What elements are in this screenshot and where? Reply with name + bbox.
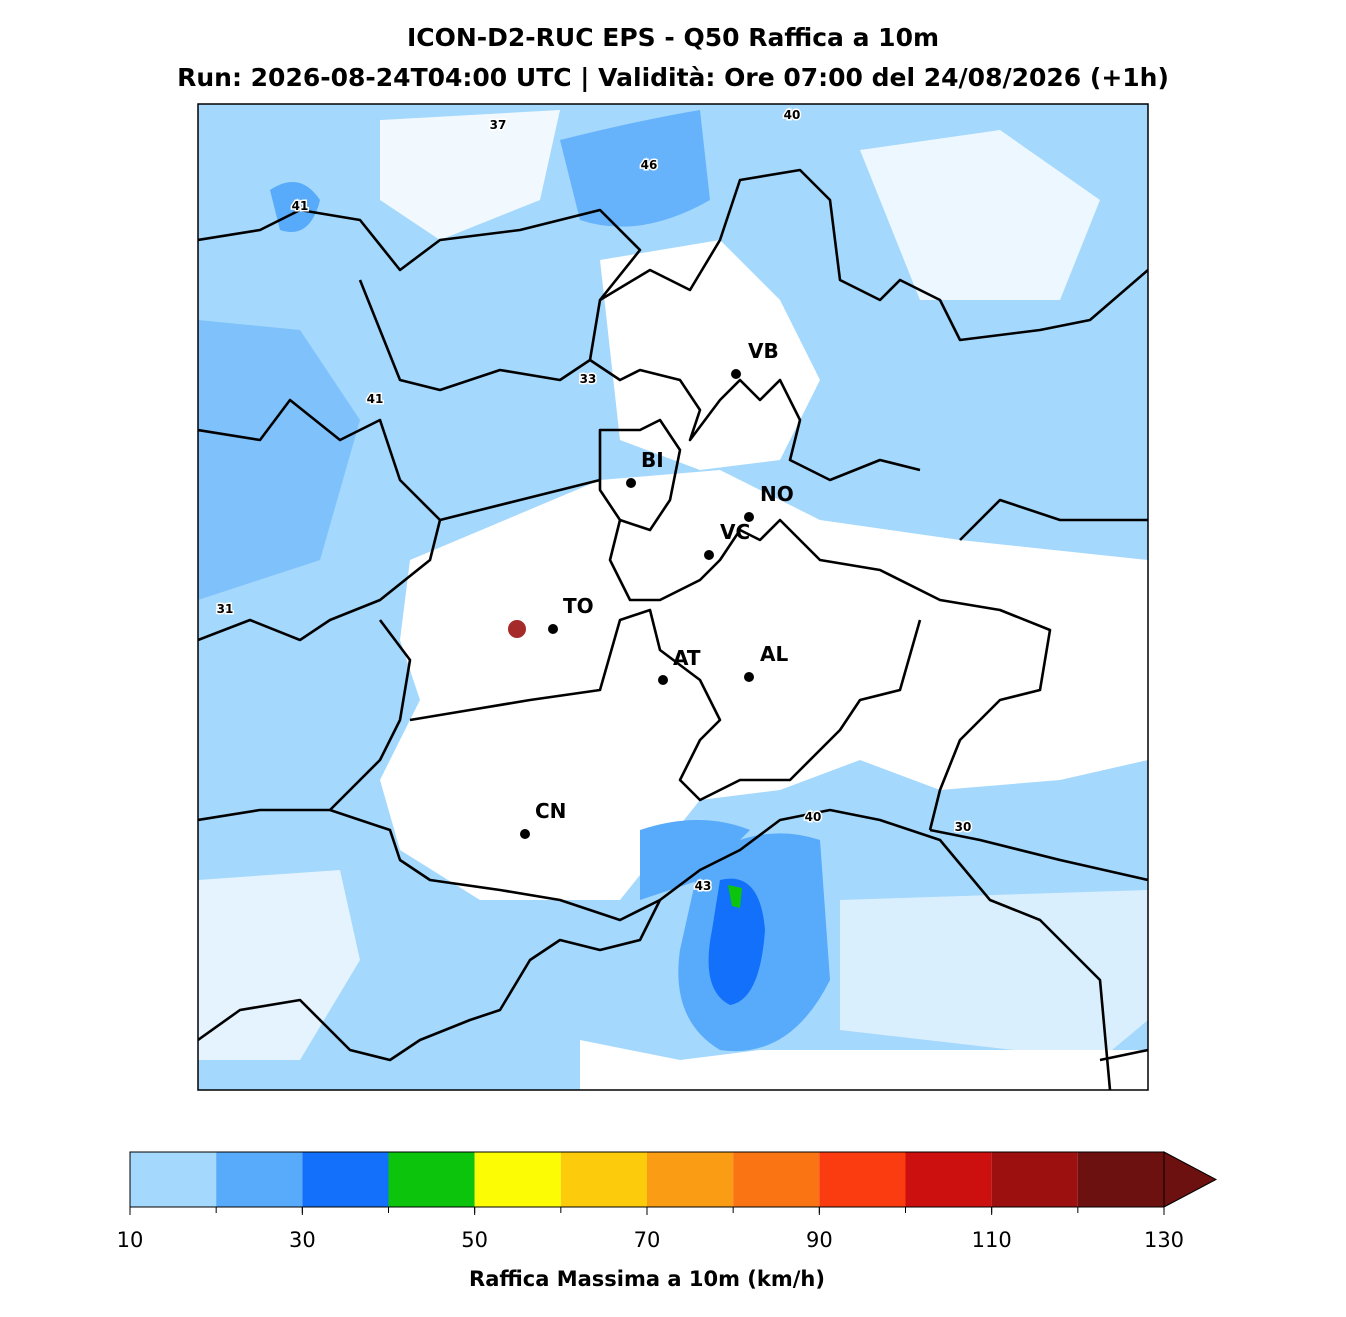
city-dot: [731, 369, 741, 379]
location-marker: [508, 620, 526, 638]
contour-label: 30: [955, 820, 972, 834]
city-label: NO: [760, 482, 794, 506]
colorbar-tick-label: 70: [634, 1228, 661, 1252]
calm-area: [600, 240, 820, 470]
border: [599, 168, 1148, 342]
border: [598, 418, 682, 532]
colorbar-tick-label: 110: [972, 1228, 1012, 1252]
colorbar-tick-label: 130: [1144, 1228, 1184, 1252]
strong-wind-area: [560, 110, 710, 227]
colorbar-bin: [560, 1152, 647, 1207]
border: [409, 608, 922, 802]
colorbar-tick-label: 30: [289, 1228, 316, 1252]
city-dot: [548, 624, 558, 634]
colorbar-bin: [474, 1152, 561, 1207]
city-label: VC: [720, 520, 750, 544]
subtitle: Run: 2026-08-24T04:00 UTC | Validità: Or…: [177, 63, 1169, 92]
contour-label: 40: [805, 810, 822, 824]
city-dot: [658, 675, 668, 685]
border: [959, 498, 1148, 1062]
border: [439, 478, 1052, 831]
city-label: AT: [673, 646, 701, 670]
colorbar-bin: [647, 1152, 734, 1207]
city-label: BI: [641, 448, 664, 472]
colorbar-extend: [1163, 1151, 1218, 1208]
contour-label: 41: [367, 392, 384, 406]
colorbar-label: Raffica Massima a 10m (km/h): [469, 1267, 825, 1291]
colorbar-bin: [991, 1152, 1078, 1207]
city-label: CN: [535, 799, 566, 823]
city-label: TO: [563, 594, 594, 618]
city-dot: [704, 550, 714, 560]
calm-area: [840, 890, 1148, 1060]
gust-peak: [728, 885, 742, 908]
colorbar-bin: [216, 1152, 303, 1207]
city-dot: [520, 829, 530, 839]
strong-wind-area: [640, 820, 750, 900]
colorbar: 10 30 50 70 90 110 130: [117, 1151, 1218, 1252]
map-frame: [197, 103, 1149, 1091]
city-dot: [626, 478, 636, 488]
strong-wind-area: [708, 878, 765, 1005]
contour-label: 41: [292, 199, 309, 213]
city-dot: [744, 672, 754, 682]
colorbar-bin: [905, 1152, 992, 1207]
colorbar-bin: [819, 1152, 906, 1207]
colorbar-bin: [130, 1152, 217, 1207]
contour-label: 31: [217, 602, 234, 616]
contour-label: 46: [641, 158, 658, 172]
city-label: VB: [748, 339, 779, 363]
calm-area: [380, 470, 1148, 900]
colorbar-bin: [1077, 1152, 1164, 1207]
calm-area: [380, 110, 560, 240]
colorbar-bin: [388, 1152, 475, 1207]
contour-label: 43: [695, 879, 712, 893]
calm-area: [580, 1040, 1148, 1090]
colorbar-tick-label: 50: [461, 1228, 488, 1252]
border: [198, 208, 642, 392]
title: ICON-D2-RUC EPS - Q50 Raffica a 10m: [407, 23, 939, 52]
strong-wind-area: [198, 320, 360, 600]
colorbar-tick-label: 90: [806, 1228, 833, 1252]
colorbar-bin: [302, 1152, 389, 1207]
city-label: AL: [760, 642, 788, 666]
border: [198, 828, 1148, 1062]
colorbar-bin: [733, 1152, 820, 1207]
border: [198, 619, 1112, 1090]
colorbar-tick-label: 10: [117, 1228, 144, 1252]
contour-label: 40: [784, 108, 801, 122]
contour-label: 37: [490, 118, 507, 132]
city-layer: VB BI NO VC TO AT AL CN: [520, 339, 794, 839]
contour-label: 33: [580, 372, 597, 386]
border: [589, 358, 921, 482]
city-dot: [744, 512, 754, 522]
calm-area: [860, 130, 1100, 300]
map-area: [198, 104, 1148, 1090]
contour-label-layer: 37 46 40 41 33 41 31 40 30 43: [215, 107, 973, 895]
